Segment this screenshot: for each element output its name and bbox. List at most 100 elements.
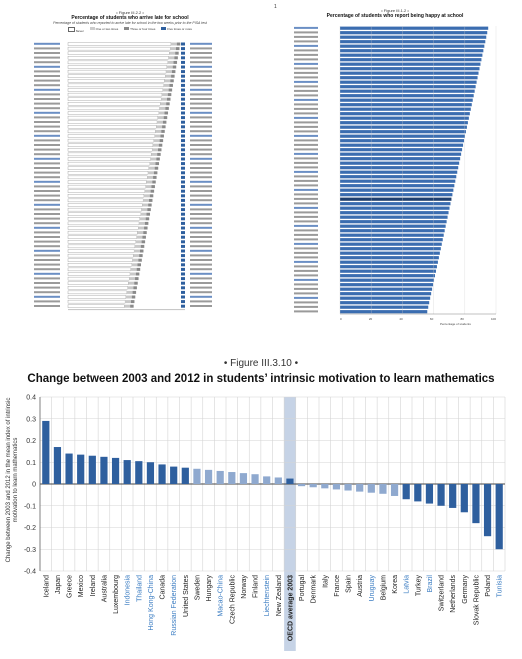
country-label-placeholder xyxy=(34,222,60,225)
country-label-placeholder xyxy=(34,291,60,294)
country-label-placeholder xyxy=(190,213,212,215)
country-label-placeholder xyxy=(294,152,318,155)
late-bar-five-more xyxy=(181,79,185,83)
late-bar-never xyxy=(67,299,126,304)
country-label-placeholder xyxy=(294,40,318,43)
country-label-placeholder xyxy=(190,107,212,110)
happy-bar xyxy=(340,188,454,192)
late-bar-three-four xyxy=(160,134,164,138)
happy-xtick: 100 xyxy=(490,317,496,321)
late-bar-one-two xyxy=(160,102,167,106)
late-bar-five-more xyxy=(181,70,185,74)
late-bar-five-more xyxy=(181,189,185,193)
category-label: Russian Federation xyxy=(171,575,178,636)
late-bar-three-four xyxy=(166,97,171,101)
happy-bar xyxy=(340,103,472,107)
country-label-placeholder xyxy=(294,148,318,151)
late-bar-one-two xyxy=(151,152,158,156)
country-label-placeholder xyxy=(190,268,212,271)
late-bar-five-more xyxy=(181,143,185,147)
oecd-average-highlight xyxy=(284,397,296,651)
country-label-placeholder xyxy=(190,190,212,192)
country-label-placeholder xyxy=(34,300,60,303)
country-label-placeholder xyxy=(294,265,318,268)
bar-japan xyxy=(53,447,62,484)
late-bar-one-two xyxy=(154,134,161,138)
happy-bar xyxy=(340,71,479,75)
late-bar-one-two xyxy=(157,120,163,124)
late-bar-one-two xyxy=(157,116,164,120)
late-bar-one-two xyxy=(162,88,169,92)
y-tick-label: -0.3 xyxy=(24,547,36,554)
country-label-placeholder xyxy=(190,300,212,303)
late-bar-one-two xyxy=(135,240,142,244)
happy-bar xyxy=(340,44,485,48)
category-label: Turkey xyxy=(415,575,422,597)
country-label-placeholder xyxy=(294,107,318,110)
country-label-placeholder xyxy=(190,162,212,165)
happy-bar xyxy=(340,197,452,201)
late-bar-one-two xyxy=(146,180,153,184)
late-chart-graphic xyxy=(34,42,212,310)
country-label-placeholder xyxy=(190,153,212,156)
happy-bar xyxy=(340,247,441,251)
bar-hong-kong-china xyxy=(146,462,155,484)
happy-bar xyxy=(340,242,442,246)
late-bar-never xyxy=(67,244,136,249)
late-bar-never xyxy=(67,115,159,120)
late-bar-five-more xyxy=(181,221,185,225)
late-bar-five-more xyxy=(181,42,185,46)
y-tick-label: 0.2 xyxy=(26,438,36,445)
bar-italy xyxy=(321,484,329,489)
country-label-placeholder xyxy=(34,268,60,271)
late-bar-five-more xyxy=(181,290,185,294)
happy-bar xyxy=(340,98,473,102)
country-label-placeholder xyxy=(294,130,318,133)
late-bar-three-four xyxy=(145,217,150,221)
country-label-placeholder xyxy=(190,291,212,294)
country-label-placeholder xyxy=(294,233,318,236)
country-label-placeholder xyxy=(34,121,60,123)
happy-bar xyxy=(340,161,460,165)
country-label-placeholder xyxy=(190,180,212,183)
happy-bar xyxy=(340,152,462,156)
late-bar-three-four xyxy=(137,263,142,267)
late-bar-three-four xyxy=(152,180,156,184)
late-bar-one-two xyxy=(149,162,156,166)
happy-bar xyxy=(340,130,466,134)
country-label-placeholder xyxy=(294,238,318,241)
bar-canada xyxy=(158,464,166,484)
late-bar-three-four xyxy=(159,139,164,143)
country-label-placeholder xyxy=(34,176,60,179)
category-label: Australia xyxy=(101,575,108,602)
happy-bar xyxy=(340,274,436,278)
happy-bar xyxy=(340,112,470,116)
legend-item-five-more: Five times or more xyxy=(161,27,192,33)
late-bar-one-two xyxy=(161,97,167,101)
country-label-placeholder xyxy=(190,171,212,174)
late-bar-three-four xyxy=(135,277,139,281)
bar-luxembourg xyxy=(111,457,120,484)
country-label-placeholder xyxy=(190,144,212,146)
country-label-placeholder xyxy=(34,245,60,248)
late-bar-three-four xyxy=(165,106,169,110)
happy-bar xyxy=(340,215,448,219)
late-bar-five-more xyxy=(181,166,185,170)
late-bar-never xyxy=(67,83,164,88)
late-bar-never xyxy=(67,189,145,193)
country-label-placeholder xyxy=(294,157,318,160)
figure-title-late: Percentage of students who arrive late f… xyxy=(71,15,189,21)
country-label-placeholder xyxy=(190,245,212,248)
country-label-placeholder xyxy=(34,116,60,119)
country-label-placeholder xyxy=(190,70,212,73)
late-bar-three-four xyxy=(167,93,172,97)
happy-chart-graphic xyxy=(294,26,497,315)
bar-greece xyxy=(65,453,73,484)
bar-iceland xyxy=(42,420,50,484)
category-label: Austria xyxy=(357,575,364,597)
late-bar-five-more xyxy=(181,281,185,285)
late-bar-three-four xyxy=(164,111,169,115)
late-bar-five-more xyxy=(181,74,185,78)
category-label: Canada xyxy=(160,575,167,600)
late-bar-one-two xyxy=(134,244,141,248)
